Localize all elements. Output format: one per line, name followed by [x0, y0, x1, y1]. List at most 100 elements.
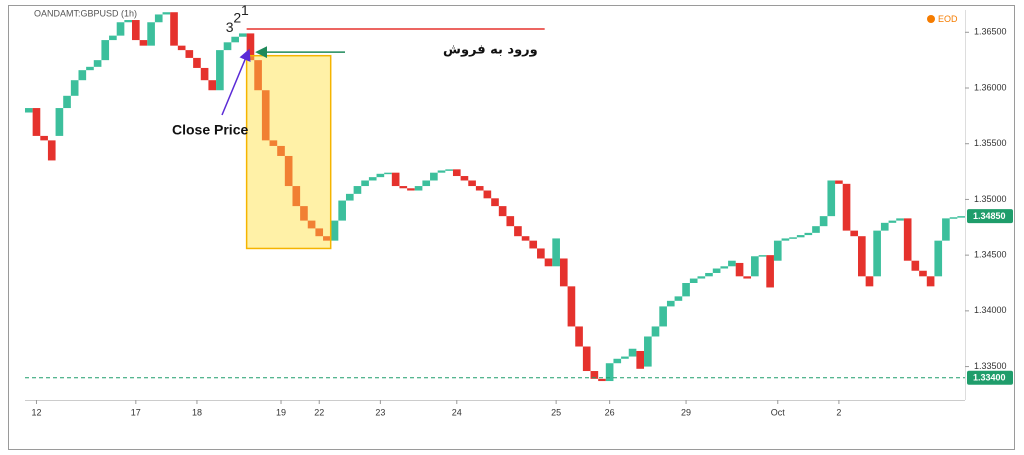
brick — [109, 35, 117, 41]
brick — [605, 363, 614, 382]
brick — [422, 180, 431, 187]
brick — [208, 80, 217, 91]
brick — [804, 232, 813, 236]
brick — [705, 272, 713, 277]
badge-dot — [927, 15, 935, 23]
brick — [300, 206, 308, 221]
brick — [674, 296, 683, 301]
brick — [307, 220, 316, 229]
brick — [957, 216, 965, 218]
brick — [40, 135, 48, 141]
brick — [666, 300, 675, 307]
brick — [414, 186, 423, 191]
x-tick-label: 17 — [131, 407, 141, 417]
y-tick-label: 1.33500 — [974, 361, 1007, 371]
brick — [475, 186, 484, 191]
brick — [284, 155, 293, 187]
x-tick-label: 23 — [375, 407, 385, 417]
brick — [78, 70, 87, 81]
brick — [850, 230, 859, 237]
brick — [216, 50, 224, 91]
brick — [124, 20, 132, 23]
brick — [70, 80, 79, 96]
x-tick-label: 25 — [551, 407, 561, 417]
brick — [368, 177, 377, 181]
wave-label: 2 — [233, 9, 241, 25]
brick — [720, 266, 729, 269]
brick — [361, 180, 369, 187]
brick — [407, 188, 415, 191]
brick — [93, 60, 102, 67]
x-tick-label: 26 — [605, 407, 615, 417]
brick — [796, 235, 805, 238]
brick — [766, 255, 774, 288]
brick — [689, 278, 698, 283]
brick — [131, 20, 140, 41]
brick — [758, 255, 767, 257]
brick — [32, 108, 41, 136]
brick — [116, 22, 125, 36]
y-tick-label: 1.34000 — [974, 305, 1007, 315]
y-tick-label: 1.35500 — [974, 138, 1007, 148]
brick — [911, 260, 920, 271]
brick — [628, 348, 637, 357]
brick — [751, 256, 759, 277]
x-tick-label: 18 — [192, 407, 202, 417]
brick — [926, 276, 935, 287]
brick — [781, 238, 790, 241]
brick — [888, 220, 897, 223]
brick — [55, 108, 64, 136]
y-tick-label: 1.35000 — [974, 194, 1007, 204]
brick — [544, 258, 553, 267]
brick — [200, 67, 209, 81]
brick — [25, 108, 33, 113]
brick — [315, 228, 324, 237]
x-tick-label: 22 — [314, 407, 324, 417]
brick — [460, 176, 469, 181]
brick — [323, 236, 331, 241]
brick — [728, 260, 736, 267]
chart-title: OANDAMT:GBPUSD (1h) — [34, 8, 137, 18]
brick — [101, 40, 110, 61]
brick — [942, 218, 950, 241]
brick — [193, 57, 201, 68]
last-price-tag — [967, 209, 1013, 224]
price-tag-label: 1.33400 — [973, 373, 1006, 383]
badge: EOD — [938, 14, 958, 24]
entry-label: ورود به فروش — [443, 43, 538, 58]
brick — [491, 198, 499, 207]
brick — [147, 22, 155, 46]
brick — [682, 283, 690, 297]
brick — [858, 236, 866, 277]
brick — [819, 216, 828, 227]
brick — [185, 50, 194, 58]
brick — [292, 186, 301, 207]
brick — [353, 186, 362, 194]
brick — [269, 140, 278, 146]
brick — [903, 218, 912, 261]
brick — [697, 276, 706, 279]
brick — [452, 169, 461, 177]
brick — [384, 172, 392, 175]
brick — [621, 356, 629, 359]
brick — [552, 238, 560, 267]
brick — [468, 180, 476, 187]
y-tick-label: 1.36500 — [974, 27, 1007, 37]
x-tick-label: 12 — [31, 407, 41, 417]
brick — [789, 237, 797, 239]
close-price-arrow — [221, 48, 251, 116]
brick — [934, 240, 943, 277]
brick — [63, 95, 71, 109]
brick — [835, 180, 843, 184]
brick — [86, 66, 94, 71]
brick — [521, 236, 530, 241]
brick — [445, 169, 453, 171]
close-price-label: Close Price — [172, 122, 248, 138]
wave-label: 3 — [226, 19, 234, 35]
x-tick-label: Oct — [771, 407, 786, 417]
brick — [919, 270, 927, 277]
brick — [345, 193, 354, 201]
last-price-label: 1.34850 — [973, 211, 1006, 221]
brick — [712, 268, 721, 273]
